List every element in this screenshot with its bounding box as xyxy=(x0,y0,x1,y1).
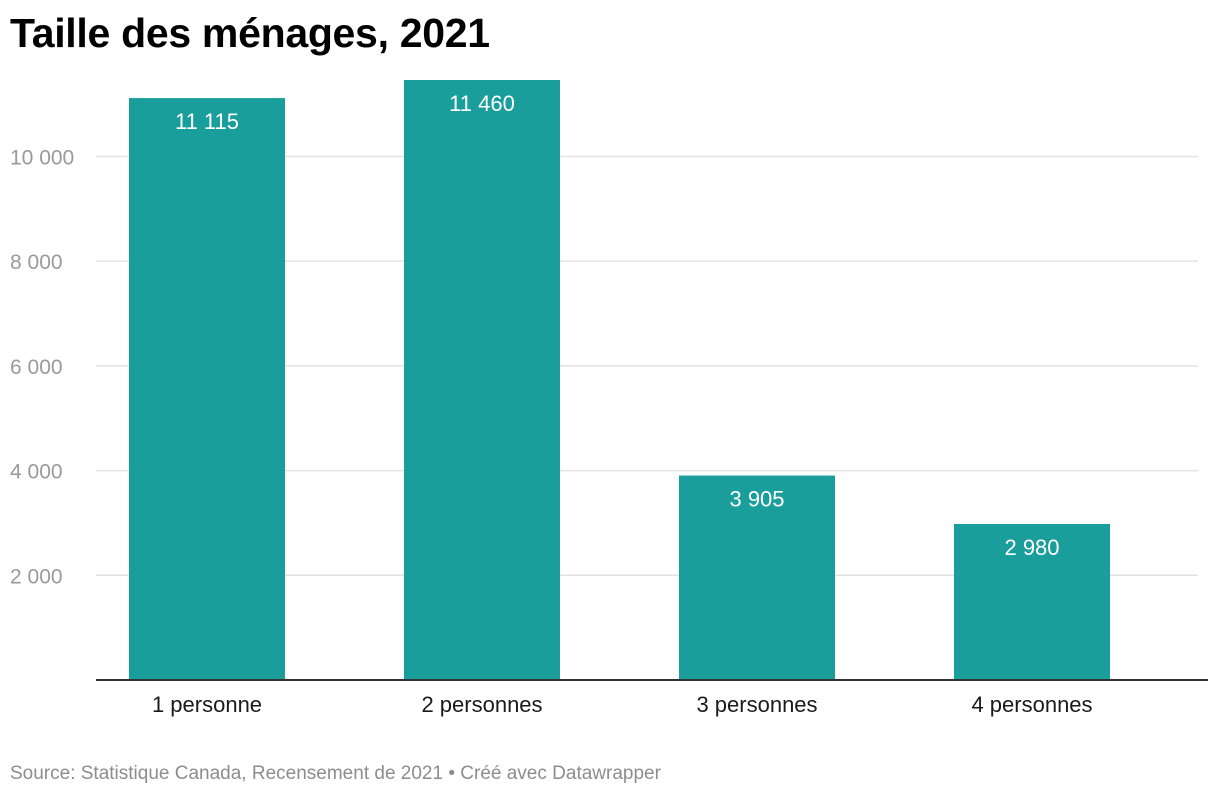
x-tick-label: 4 personnes xyxy=(971,692,1092,717)
x-tick-label: 2 personnes xyxy=(421,692,542,717)
bar xyxy=(679,475,835,680)
x-tick-label: 1 personne xyxy=(152,692,262,717)
footer: Source: Statistique Canada, Recensement … xyxy=(10,763,661,785)
y-tick-label: 2 000 xyxy=(10,565,63,588)
chart-title: Taille des ménages, 2021 xyxy=(10,10,490,56)
bar xyxy=(404,80,560,680)
footer-separator: • xyxy=(448,763,455,784)
bar-value-label: 3 905 xyxy=(729,487,784,512)
y-tick-label: 10 000 xyxy=(10,146,74,169)
x-tick-label: 3 personnes xyxy=(696,692,817,717)
bar-value-label: 2 980 xyxy=(1004,535,1059,560)
credit-text: Créé avec Datawrapper xyxy=(460,763,661,784)
x-axis: 1 personne 2 personnes 3 personnes 4 person… xyxy=(96,679,1208,717)
source-text: Source: Statistique Canada, Recensement … xyxy=(10,763,444,784)
y-tick-label: 6 000 xyxy=(10,356,63,379)
bar-value-label: 11 460 xyxy=(449,91,515,116)
y-tick-label: 4 000 xyxy=(10,461,63,484)
bar xyxy=(129,98,285,681)
bar-value-label: 11 115 xyxy=(175,109,239,134)
y-tick-label: 8 000 xyxy=(10,251,63,274)
bar xyxy=(954,523,1110,680)
bar-chart: 2 000 4 000 6 000 8 000 10 000 11 115 11 460 3… xyxy=(10,80,1208,717)
